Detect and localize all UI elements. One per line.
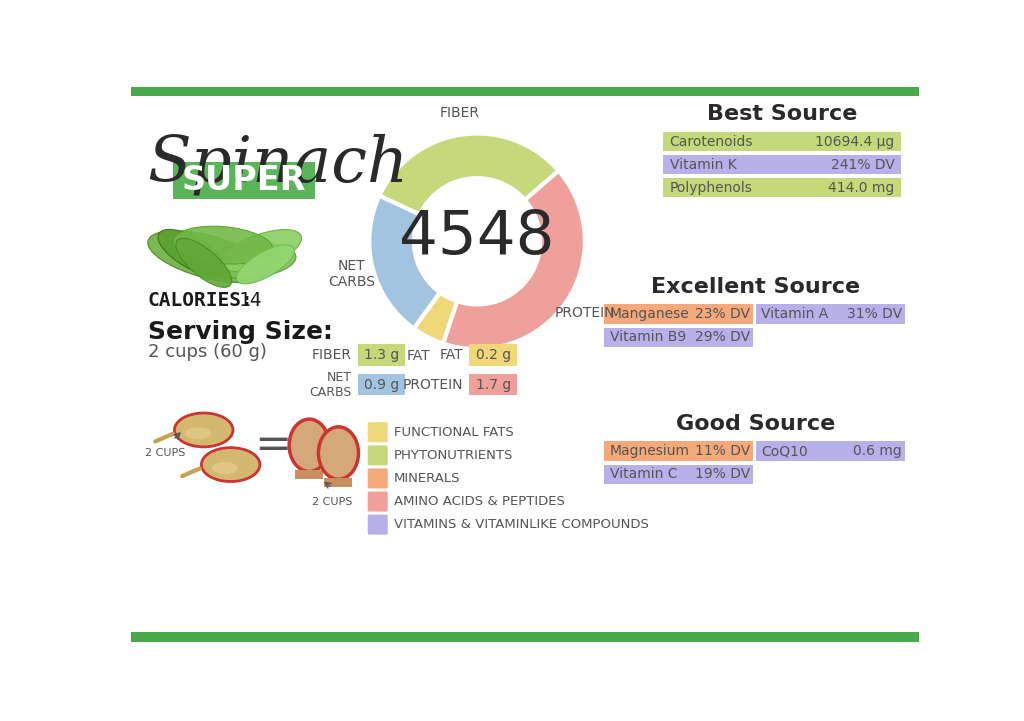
Text: 0.9 g: 0.9 g bbox=[364, 378, 399, 392]
Text: 31% DV: 31% DV bbox=[847, 307, 902, 321]
Wedge shape bbox=[443, 171, 585, 349]
Text: SUPER: SUPER bbox=[182, 164, 306, 197]
Text: 241% DV: 241% DV bbox=[830, 158, 894, 172]
FancyBboxPatch shape bbox=[368, 446, 388, 465]
Text: Magnesium: Magnesium bbox=[609, 444, 689, 458]
Text: Excellent Source: Excellent Source bbox=[651, 277, 860, 297]
FancyBboxPatch shape bbox=[131, 87, 920, 96]
Text: 23% DV: 23% DV bbox=[695, 307, 751, 321]
FancyBboxPatch shape bbox=[368, 423, 388, 442]
FancyBboxPatch shape bbox=[357, 373, 406, 395]
Text: Good Source: Good Source bbox=[676, 414, 836, 434]
Text: Serving Size:: Serving Size: bbox=[147, 320, 333, 344]
Wedge shape bbox=[379, 133, 559, 215]
FancyBboxPatch shape bbox=[131, 632, 920, 642]
Text: Spinach: Spinach bbox=[147, 133, 409, 195]
Ellipse shape bbox=[212, 462, 238, 474]
Text: 2 cups (60 g): 2 cups (60 g) bbox=[147, 343, 266, 361]
Text: Vitamin K: Vitamin K bbox=[670, 158, 736, 172]
Text: 29% DV: 29% DV bbox=[695, 330, 751, 344]
Text: FIBER: FIBER bbox=[439, 106, 479, 120]
Text: FAT: FAT bbox=[407, 350, 430, 363]
Text: Vitamin C: Vitamin C bbox=[609, 467, 677, 481]
Text: NET
CARBS: NET CARBS bbox=[309, 371, 351, 399]
Text: VITAMINS & VITAMINLIKE COMPOUNDS: VITAMINS & VITAMINLIKE COMPOUNDS bbox=[394, 518, 649, 531]
FancyBboxPatch shape bbox=[604, 304, 754, 324]
Ellipse shape bbox=[318, 427, 358, 479]
Text: PROTEIN: PROTEIN bbox=[554, 306, 614, 320]
FancyBboxPatch shape bbox=[604, 464, 754, 484]
Ellipse shape bbox=[158, 229, 226, 276]
Ellipse shape bbox=[237, 245, 294, 284]
Text: Carotenoids: Carotenoids bbox=[670, 135, 753, 149]
Text: 1.3 g: 1.3 g bbox=[364, 348, 399, 362]
FancyBboxPatch shape bbox=[604, 441, 754, 461]
Text: AMINO ACIDS & PEPTIDES: AMINO ACIDS & PEPTIDES bbox=[394, 495, 565, 508]
Ellipse shape bbox=[174, 413, 233, 447]
FancyBboxPatch shape bbox=[469, 345, 517, 366]
Text: 11% DV: 11% DV bbox=[695, 444, 751, 458]
Wedge shape bbox=[414, 293, 457, 344]
Text: 0.2 g: 0.2 g bbox=[476, 348, 511, 362]
Text: Best Source: Best Source bbox=[707, 105, 857, 124]
Text: Manganese: Manganese bbox=[609, 307, 689, 321]
Text: CALORIES:: CALORIES: bbox=[147, 291, 253, 310]
FancyBboxPatch shape bbox=[664, 178, 900, 198]
Text: FUNCTIONAL FATS: FUNCTIONAL FATS bbox=[394, 425, 514, 439]
Text: Vitamin A: Vitamin A bbox=[761, 307, 828, 321]
Ellipse shape bbox=[173, 226, 272, 264]
Ellipse shape bbox=[221, 229, 302, 272]
FancyBboxPatch shape bbox=[469, 373, 517, 395]
Text: PHYTONUTRIENTS: PHYTONUTRIENTS bbox=[394, 449, 513, 462]
Text: 2 CUPS: 2 CUPS bbox=[312, 497, 352, 507]
FancyBboxPatch shape bbox=[295, 470, 324, 479]
FancyBboxPatch shape bbox=[756, 441, 905, 461]
Ellipse shape bbox=[147, 231, 267, 283]
Text: 0.6 mg: 0.6 mg bbox=[853, 444, 902, 458]
Text: Polyphenols: Polyphenols bbox=[670, 181, 753, 195]
Text: 4548: 4548 bbox=[399, 208, 555, 267]
FancyBboxPatch shape bbox=[664, 155, 900, 174]
Text: 19% DV: 19% DV bbox=[695, 467, 751, 481]
Text: NET
CARBS: NET CARBS bbox=[329, 259, 376, 289]
Text: Vitamin B9: Vitamin B9 bbox=[609, 330, 686, 344]
Text: 10694.4 μg: 10694.4 μg bbox=[815, 135, 894, 149]
Text: PROTEIN: PROTEIN bbox=[402, 378, 463, 392]
Ellipse shape bbox=[176, 239, 231, 288]
Wedge shape bbox=[370, 195, 440, 329]
Ellipse shape bbox=[204, 243, 296, 278]
Ellipse shape bbox=[202, 448, 260, 482]
Text: CoQ10: CoQ10 bbox=[761, 444, 808, 458]
Text: 2 CUPS: 2 CUPS bbox=[145, 448, 185, 458]
FancyBboxPatch shape bbox=[368, 492, 388, 512]
Text: =: = bbox=[254, 424, 292, 466]
Text: MINERALS: MINERALS bbox=[394, 472, 461, 485]
FancyBboxPatch shape bbox=[368, 469, 388, 488]
FancyBboxPatch shape bbox=[756, 304, 905, 324]
FancyBboxPatch shape bbox=[368, 515, 388, 535]
FancyBboxPatch shape bbox=[173, 162, 315, 199]
Text: FIBER: FIBER bbox=[311, 348, 351, 362]
FancyBboxPatch shape bbox=[357, 345, 406, 366]
Text: FAT: FAT bbox=[439, 348, 463, 362]
Ellipse shape bbox=[184, 428, 211, 439]
Ellipse shape bbox=[289, 419, 330, 472]
Text: 1.7 g: 1.7 g bbox=[475, 378, 511, 392]
Text: 14: 14 bbox=[239, 291, 262, 310]
FancyBboxPatch shape bbox=[664, 132, 900, 151]
FancyBboxPatch shape bbox=[604, 327, 754, 347]
Text: 414.0 mg: 414.0 mg bbox=[828, 181, 894, 195]
FancyBboxPatch shape bbox=[325, 478, 352, 487]
